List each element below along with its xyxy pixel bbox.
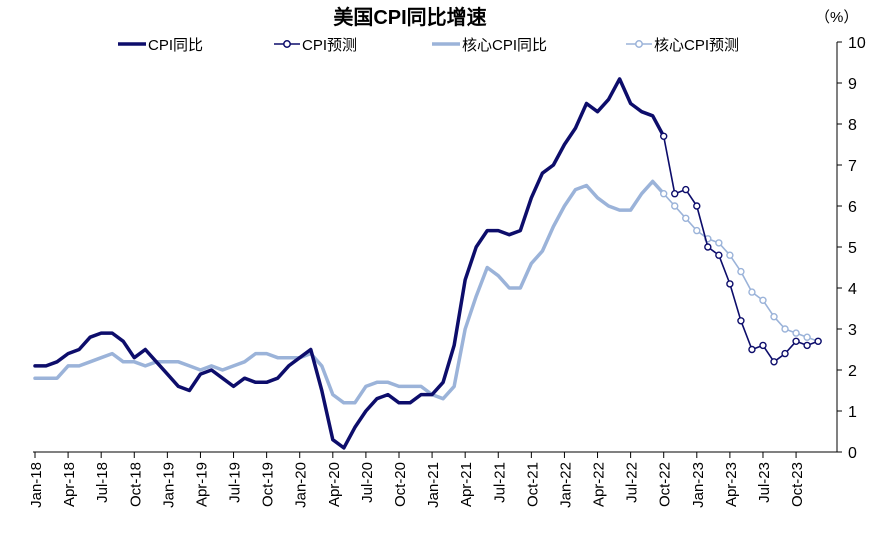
series-line-cpi-forecast [662,136,819,363]
legend-label-core-cpi: 核心CPI同比 [462,37,547,54]
x-tick-label: Jan-19 [160,462,177,508]
x-tick-label: Apr-21 [458,462,475,507]
series-core-cpi [33,179,666,405]
data-point-core-cpi-forecast [781,325,789,333]
x-tick-label: Oct-21 [524,462,541,507]
data-point-cpi-forecast [671,189,679,198]
series-layer [33,77,822,450]
x-tick-label: Jul-21 [491,462,508,503]
data-point-cpi-forecast [726,280,734,288]
axes: 0 1 2 3 4 5 6 7 8 9 10 Jan-18 Apr-18 Jul-18 Oct-18 Jan-… [28,35,866,508]
x-tick-label: Apr-22 [591,462,608,507]
y-tick-label: 1 [848,404,857,421]
data-point-core-cpi-forecast [803,333,811,341]
x-tick-label: Apr-19 [193,462,210,507]
data-point-core-cpi-forecast [660,189,668,198]
data-point-core-cpi-forecast [792,329,800,337]
data-point-core-cpi-forecast [770,313,778,321]
series-core-cpi-forecast [660,189,822,345]
data-point-core-cpi-forecast [759,296,767,304]
data-point-cpi-forecast [770,358,778,366]
x-tick-label: Jul-22 [624,462,641,503]
x-tick-label: Apr-18 [61,462,78,507]
y-tick-label: 2 [848,363,857,380]
legend-item-core-cpi: 核心CPI同比 [432,37,547,54]
y-tick-label: 5 [848,240,857,257]
data-point-core-cpi-forecast [671,202,679,210]
x-tick-label: Apr-20 [326,462,343,507]
x-tick-label: Jul-23 [756,462,773,503]
series-cpi [33,77,666,450]
data-point-cpi-forecast [748,345,756,354]
series-cpi-forecast [660,132,822,366]
legend-marker-core-cpi-forecast [635,40,643,48]
y-tick-label: 6 [848,199,857,216]
x-tick-label: Oct-19 [260,462,277,507]
legend-label-cpi: CPI同比 [148,37,203,54]
x-tick-label: Jan-18 [28,462,45,508]
y-tick-label: 3 [848,322,857,339]
y-tick-label: 8 [848,117,857,134]
unit-label: （%） [815,9,858,26]
y-tick-label: 10 [848,35,866,52]
data-point-core-cpi-forecast [693,226,701,235]
x-tick-label: Oct-22 [657,462,674,507]
x-tick-label: Jul-19 [227,462,244,503]
y-tick-label: 7 [848,158,857,175]
data-point-core-cpi-forecast [737,267,745,276]
series-line-core-cpi [33,179,666,405]
x-tick-label: Jul-18 [94,462,111,503]
x-tick-label: Jan-22 [557,462,574,508]
data-point-core-cpi-forecast [715,239,723,247]
legend-label-core-cpi-forecast: 核心CPI预测 [654,37,739,54]
data-point-cpi-forecast [715,251,723,259]
data-point-cpi-forecast [693,202,701,210]
series-line-cpi [33,77,666,450]
data-point-cpi-forecast [781,349,789,358]
x-tick-label: Jan-21 [425,462,442,508]
y-tick-label: 4 [848,281,857,298]
data-point-core-cpi-forecast [682,214,690,223]
legend-item-cpi: CPI同比 [118,37,203,54]
data-point-cpi-forecast [792,337,800,345]
y-tick-label: 9 [848,76,857,93]
x-tick-label: Oct-20 [392,462,409,507]
x-tick-label: Apr-23 [723,462,740,507]
data-point-core-cpi-forecast [726,251,734,259]
x-tick-label: Oct-23 [789,462,806,507]
x-tick-label: Jul-20 [359,462,376,503]
x-tick-label: Jan-23 [690,462,707,508]
data-point-cpi-forecast [704,243,712,251]
data-point-cpi-forecast [737,317,745,325]
legend: CPI同比 CPI预测 核心CPI同比 核心CPI预测 [118,37,739,54]
data-point-cpi-forecast [682,185,690,194]
legend-item-cpi-forecast: CPI预测 [274,37,357,54]
chart-title: 美国CPI同比增速 [333,5,486,29]
data-point-cpi-forecast [660,132,668,141]
data-point-cpi-forecast [814,337,822,345]
x-tick-label: Jan-20 [293,462,310,508]
data-point-cpi-forecast [759,341,767,350]
x-tick-label: Oct-18 [127,462,144,507]
data-point-cpi-forecast [803,341,811,350]
y-tick-label: 0 [848,445,857,462]
legend-label-cpi-forecast: CPI预测 [302,37,357,54]
data-point-core-cpi-forecast [748,288,756,296]
legend-item-core-cpi-forecast: 核心CPI预测 [626,37,739,54]
legend-marker-cpi-forecast [283,40,291,48]
